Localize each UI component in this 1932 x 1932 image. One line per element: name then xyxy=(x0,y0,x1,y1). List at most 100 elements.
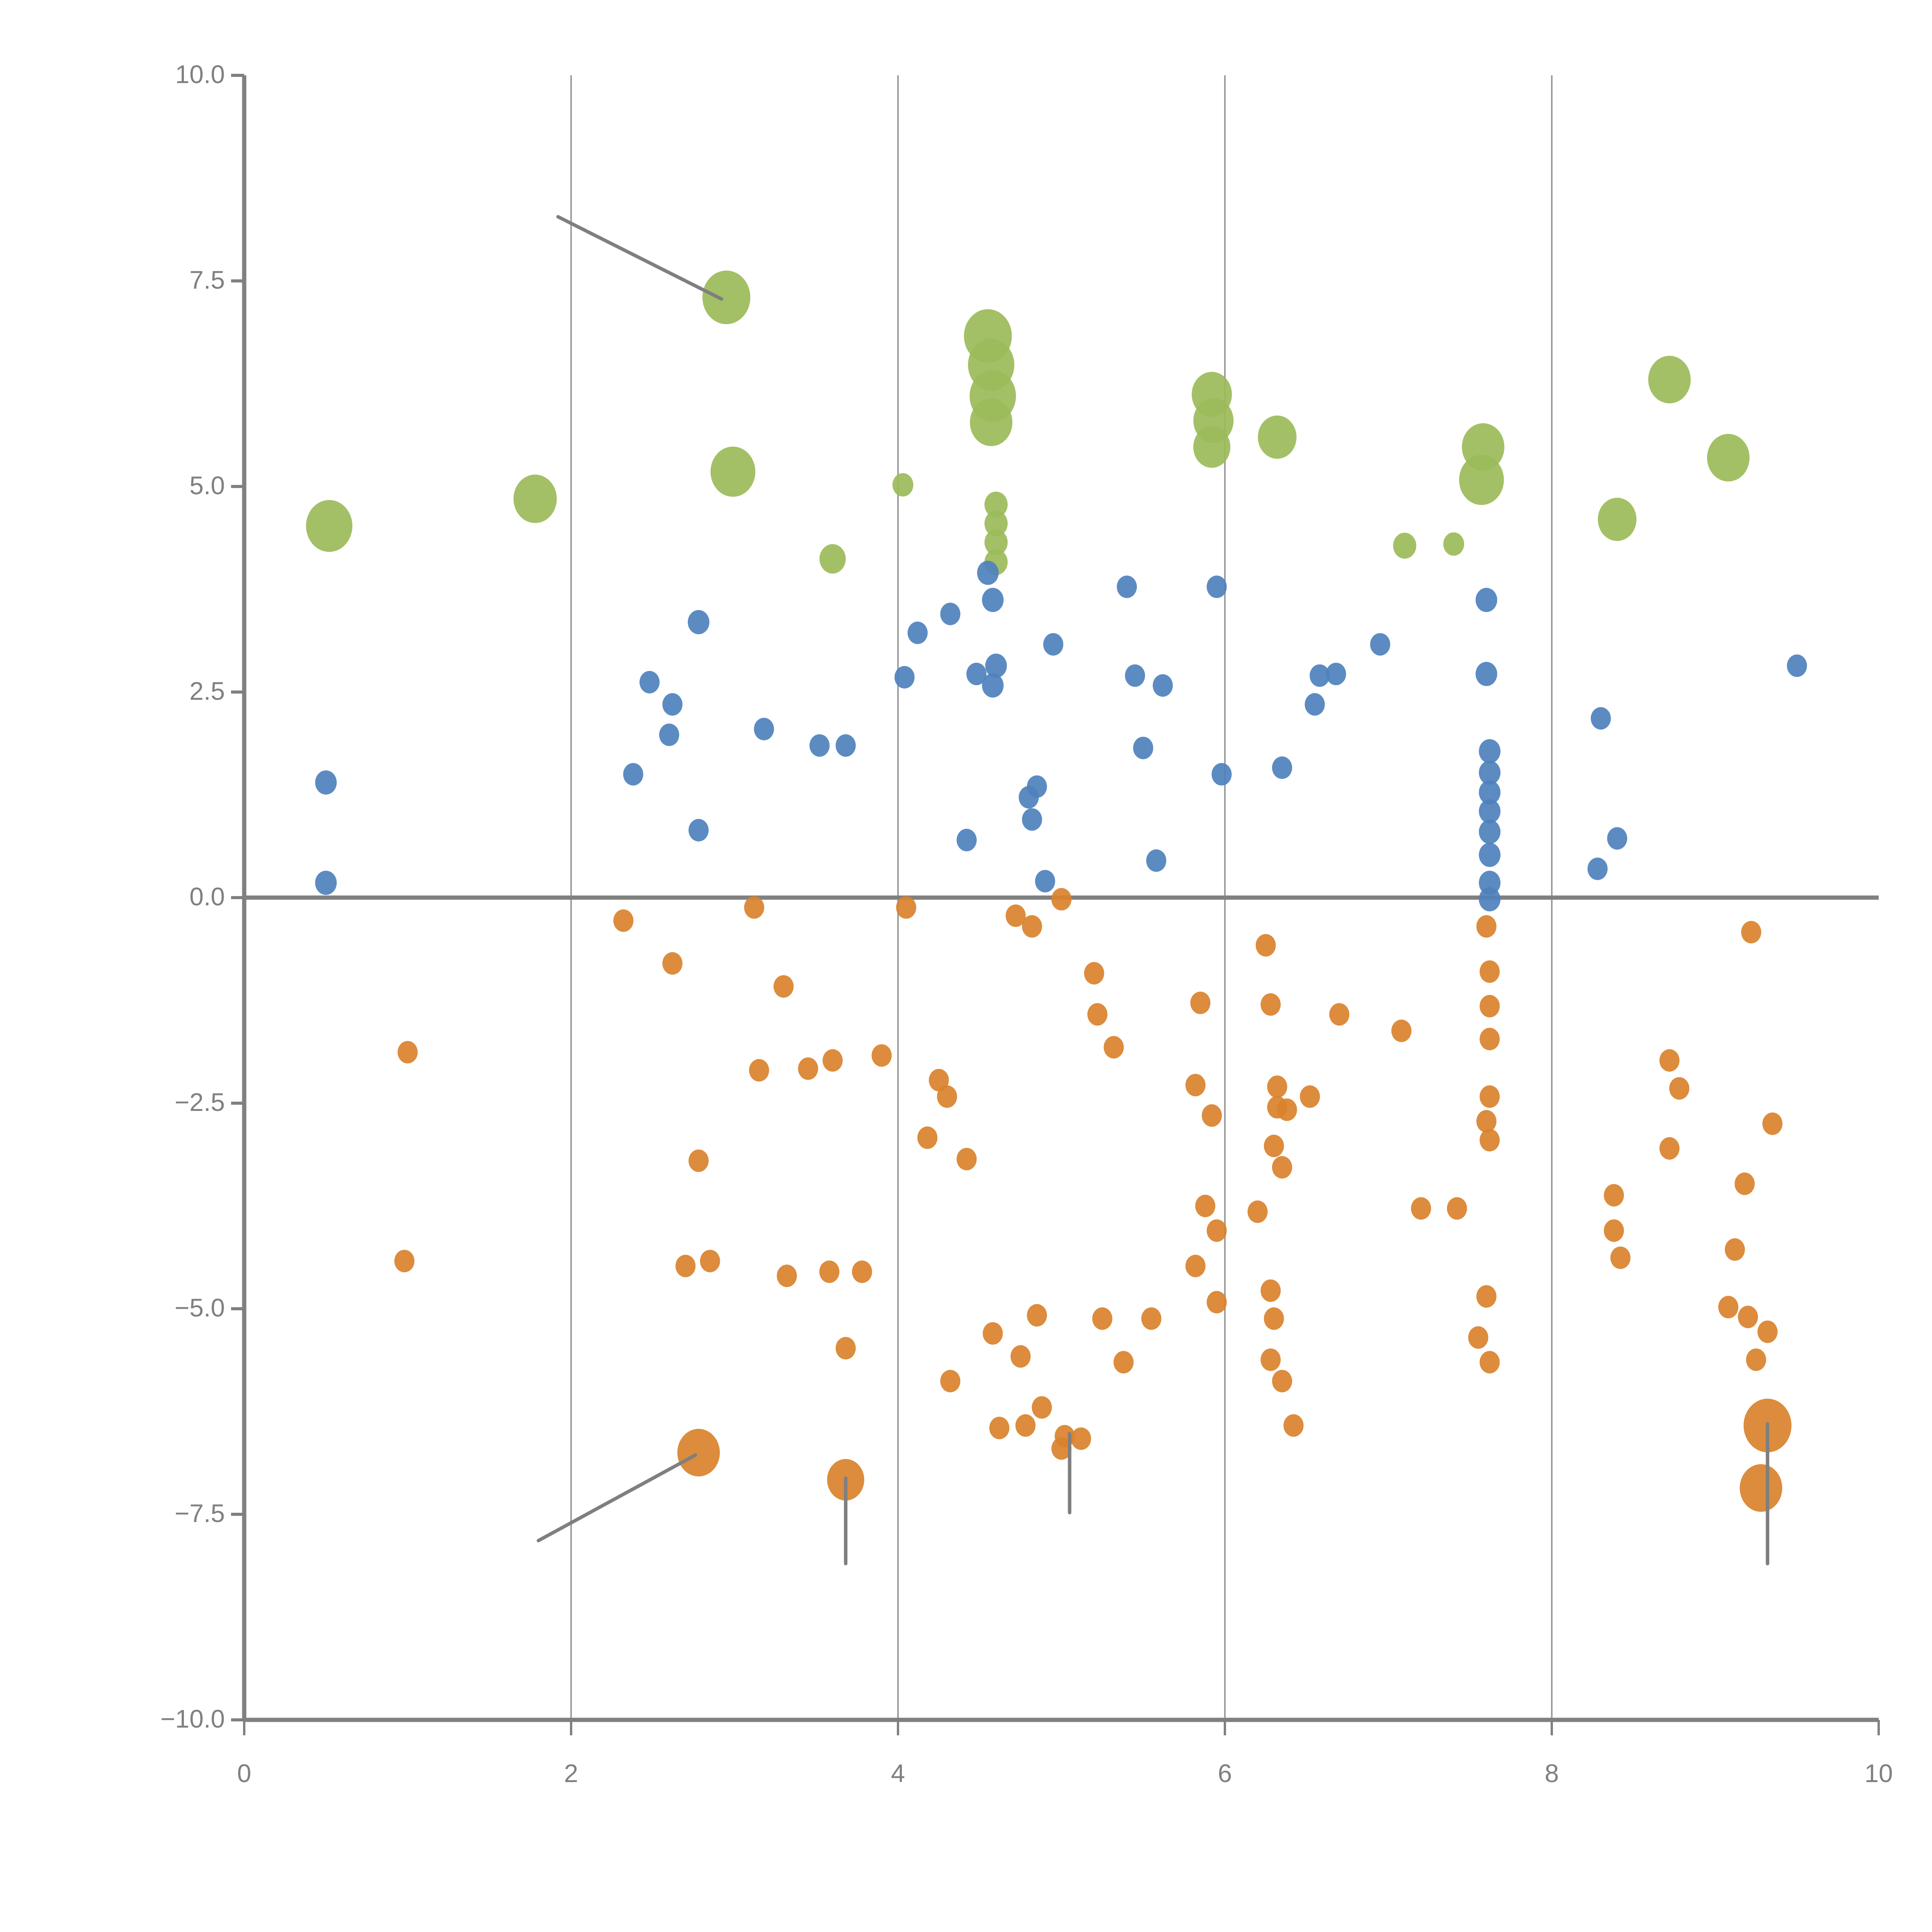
data-point-blue-series-21[interactable] xyxy=(1022,808,1042,831)
data-point-orange-series-54[interactable] xyxy=(1272,1156,1293,1179)
data-point-orange-series-61[interactable] xyxy=(1299,1085,1320,1108)
data-point-blue-series-49[interactable] xyxy=(1607,827,1628,850)
data-point-orange-series-3[interactable] xyxy=(662,952,683,975)
data-point-green-series-19[interactable] xyxy=(1443,532,1464,556)
data-point-blue-series-37[interactable] xyxy=(1475,588,1497,612)
data-point-blue-series-35[interactable] xyxy=(1326,663,1346,685)
data-point-blue-series-14[interactable] xyxy=(966,663,987,685)
data-point-blue-series-33[interactable] xyxy=(1304,693,1325,716)
data-point-orange-series-20[interactable] xyxy=(937,1085,957,1108)
data-point-orange-series-21[interactable] xyxy=(940,1370,961,1393)
data-point-green-series-23[interactable] xyxy=(1648,355,1691,403)
data-point-blue-series-31[interactable] xyxy=(1211,763,1232,786)
data-point-blue-series-40[interactable] xyxy=(1479,760,1501,785)
data-point-blue-series-8[interactable] xyxy=(754,718,774,740)
data-point-orange-series-77[interactable] xyxy=(1604,1219,1624,1242)
data-point-orange-series-72[interactable] xyxy=(1480,1129,1500,1151)
data-point-orange-series-27[interactable] xyxy=(1010,1345,1031,1368)
data-point-orange-series-45[interactable] xyxy=(1206,1219,1227,1242)
data-point-green-series-22[interactable] xyxy=(1598,498,1637,541)
data-point-blue-series-44[interactable] xyxy=(1479,842,1501,867)
data-point-blue-series-2[interactable] xyxy=(687,610,709,634)
data-point-orange-series-43[interactable] xyxy=(1202,1104,1222,1127)
data-point-orange-series-50[interactable] xyxy=(1267,1075,1287,1098)
data-point-orange-series-60[interactable] xyxy=(1283,1414,1304,1437)
data-point-blue-series-16[interactable] xyxy=(982,588,1004,612)
data-point-orange-series-48[interactable] xyxy=(1255,934,1276,957)
data-point-blue-series-15[interactable] xyxy=(977,561,999,585)
data-point-orange-series-31[interactable] xyxy=(1032,1396,1052,1419)
data-point-orange-series-84[interactable] xyxy=(1735,1172,1755,1195)
data-point-orange-series-29[interactable] xyxy=(989,1417,1010,1439)
data-point-green-series-11[interactable] xyxy=(984,510,1008,537)
data-point-blue-series-13[interactable] xyxy=(940,602,961,625)
data-point-orange-series-38[interactable] xyxy=(1092,1307,1112,1330)
data-point-orange-series-89[interactable] xyxy=(1746,1348,1766,1371)
data-point-green-series-16[interactable] xyxy=(1193,426,1231,468)
data-point-blue-series-28[interactable] xyxy=(1133,736,1153,759)
data-point-orange-series-82[interactable] xyxy=(1741,921,1762,944)
data-point-blue-series-48[interactable] xyxy=(1587,857,1608,880)
data-point-orange-series-88[interactable] xyxy=(1757,1320,1778,1343)
data-point-blue-series-24[interactable] xyxy=(1043,633,1063,656)
data-point-blue-series-32[interactable] xyxy=(1272,756,1293,779)
data-point-orange-series-62[interactable] xyxy=(1329,1003,1350,1026)
data-point-orange-series-67[interactable] xyxy=(1480,960,1500,983)
data-point-orange-series-52[interactable] xyxy=(1277,1098,1297,1121)
data-point-orange-series-22[interactable] xyxy=(956,1148,977,1170)
data-point-blue-series-6[interactable] xyxy=(623,763,643,786)
data-point-orange-series-79[interactable] xyxy=(1659,1049,1680,1072)
data-point-blue-series-41[interactable] xyxy=(1479,780,1501,804)
data-point-orange-series-34[interactable] xyxy=(1071,1427,1091,1450)
data-point-blue-series-10[interactable] xyxy=(835,734,856,757)
data-point-blue-series-0[interactable] xyxy=(315,770,337,795)
data-point-blue-series-25[interactable] xyxy=(1117,575,1137,598)
data-point-orange-series-4[interactable] xyxy=(744,896,764,919)
data-point-blue-series-34[interactable] xyxy=(1310,664,1330,687)
data-point-orange-series-75[interactable] xyxy=(1480,1351,1500,1374)
data-point-orange-series-53[interactable] xyxy=(1264,1134,1284,1157)
data-points-group[interactable] xyxy=(306,270,1807,1512)
data-point-orange-series-55[interactable] xyxy=(1247,1200,1268,1223)
data-point-blue-series-38[interactable] xyxy=(1475,662,1497,686)
data-point-green-series-9[interactable] xyxy=(970,398,1013,446)
data-point-orange-series-13[interactable] xyxy=(700,1250,720,1272)
data-point-orange-series-46[interactable] xyxy=(1185,1255,1206,1277)
data-point-orange-series-59[interactable] xyxy=(1272,1370,1293,1393)
data-point-green-series-12[interactable] xyxy=(984,529,1008,556)
data-point-orange-series-49[interactable] xyxy=(1260,993,1281,1016)
data-point-orange-series-37[interactable] xyxy=(1104,1036,1124,1059)
data-point-orange-series-23[interactable] xyxy=(1005,904,1026,927)
data-point-orange-series-28[interactable] xyxy=(1027,1304,1047,1327)
data-point-orange-series-35[interactable] xyxy=(1084,962,1104,985)
data-point-green-series-2[interactable] xyxy=(702,270,750,324)
data-point-orange-series-76[interactable] xyxy=(1604,1184,1624,1207)
data-point-orange-series-41[interactable] xyxy=(1190,992,1211,1014)
data-point-orange-series-42[interactable] xyxy=(1185,1074,1206,1097)
data-point-green-series-21[interactable] xyxy=(1459,455,1504,505)
data-point-orange-series-71[interactable] xyxy=(1476,1110,1497,1133)
data-point-orange-series-39[interactable] xyxy=(1113,1351,1134,1374)
data-point-orange-series-69[interactable] xyxy=(1480,1027,1500,1051)
data-point-green-series-4[interactable] xyxy=(819,544,846,574)
data-point-blue-series-47[interactable] xyxy=(1590,707,1611,730)
data-point-orange-series-57[interactable] xyxy=(1264,1307,1284,1330)
data-point-orange-series-58[interactable] xyxy=(1260,1348,1281,1371)
data-point-blue-series-18[interactable] xyxy=(982,673,1004,698)
data-point-orange-series-17[interactable] xyxy=(835,1337,856,1360)
data-point-orange-series-78[interactable] xyxy=(1610,1246,1631,1269)
data-point-orange-series-36[interactable] xyxy=(1087,1003,1108,1026)
data-point-orange-series-80[interactable] xyxy=(1669,1077,1689,1100)
data-point-orange-series-14[interactable] xyxy=(777,1264,797,1287)
data-point-blue-series-43[interactable] xyxy=(1479,820,1501,844)
data-point-orange-series-16[interactable] xyxy=(852,1260,872,1283)
data-point-orange-series-9[interactable] xyxy=(822,1049,843,1072)
data-point-blue-series-12[interactable] xyxy=(907,621,928,644)
data-point-green-series-24[interactable] xyxy=(1707,434,1750,482)
data-point-orange-series-5[interactable] xyxy=(688,1149,709,1172)
data-point-orange-series-87[interactable] xyxy=(1738,1306,1758,1328)
data-point-blue-series-36[interactable] xyxy=(1370,633,1390,656)
data-point-orange-series-10[interactable] xyxy=(871,1044,892,1067)
data-point-green-series-0[interactable] xyxy=(306,500,352,552)
data-point-orange-series-63[interactable] xyxy=(1391,1019,1412,1042)
